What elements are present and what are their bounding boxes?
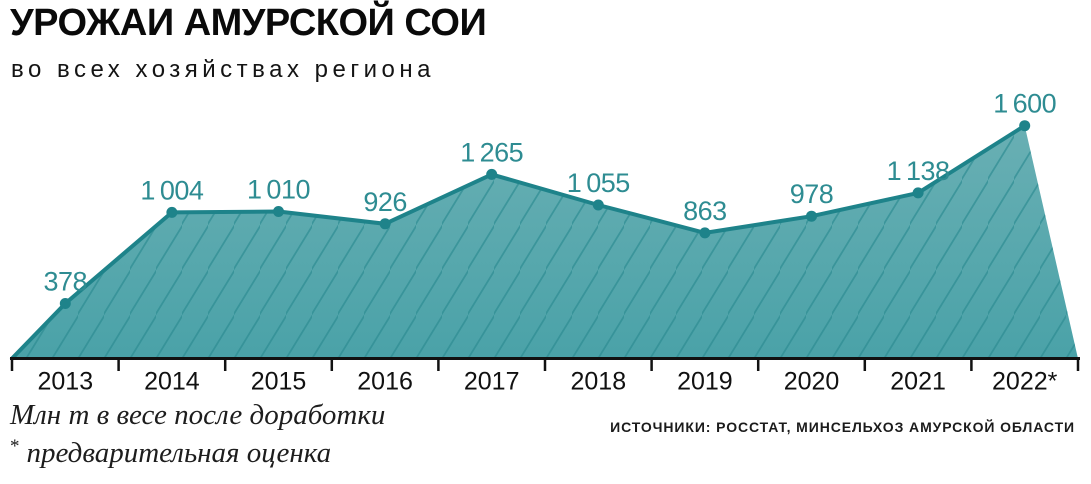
year-label: 2014 xyxy=(144,368,200,396)
data-point xyxy=(486,168,498,180)
data-point xyxy=(59,298,71,309)
area-hatch xyxy=(12,125,1078,359)
year-label: 2016 xyxy=(357,368,413,396)
value-label: 1 600 xyxy=(993,89,1056,119)
data-point xyxy=(166,206,178,218)
value-label: 978 xyxy=(790,179,834,209)
value-label: 1 055 xyxy=(567,168,630,198)
data-point xyxy=(592,199,604,211)
value-label: 863 xyxy=(683,196,727,226)
page-subtitle: во всех хозяйствах региона xyxy=(11,56,435,83)
asterisk-mark: * xyxy=(10,436,20,457)
data-point xyxy=(273,206,284,217)
unit-note: Млн т в весе после доработки xyxy=(10,399,386,431)
value-label: 1 004 xyxy=(140,175,203,205)
data-point xyxy=(912,187,924,199)
sources-caption: ИСТОЧНИКИ: РОССТАТ, МИНСЕЛЬХОЗ АМУРСКОЙ … xyxy=(610,419,1075,435)
year-label: 2020 xyxy=(784,368,840,396)
year-label: 2021 xyxy=(890,368,946,396)
data-point xyxy=(379,218,391,230)
year-label: 2018 xyxy=(570,368,626,396)
value-label: 1 010 xyxy=(247,175,310,205)
value-labels: 378 1 004 1 010 926 1 265 1 055 863 978 1 138 1 6… xyxy=(44,89,1057,297)
footnote-text: предварительная оценка xyxy=(26,437,332,469)
x-axis: 2013 2014 2015 2016 2017 2018 2019 2020 2021 2022… xyxy=(10,357,1080,396)
data-points xyxy=(59,120,1031,309)
year-label: 2022* xyxy=(992,368,1058,396)
value-label: 1 138 xyxy=(887,156,950,186)
year-label: 2013 xyxy=(37,368,93,396)
data-point xyxy=(806,210,817,222)
year-label: 2015 xyxy=(251,368,307,396)
data-point xyxy=(1019,120,1031,132)
data-point xyxy=(699,227,711,239)
footnote: * предварительная оценка xyxy=(10,436,331,470)
value-label: 1 265 xyxy=(460,137,523,167)
year-label: 2019 xyxy=(677,368,733,396)
value-label: 926 xyxy=(363,187,407,217)
year-label: 2017 xyxy=(464,368,520,396)
page-title: УРОЖАИ АМУРСКОЙ СОИ xyxy=(10,2,487,44)
value-label: 378 xyxy=(44,267,88,297)
